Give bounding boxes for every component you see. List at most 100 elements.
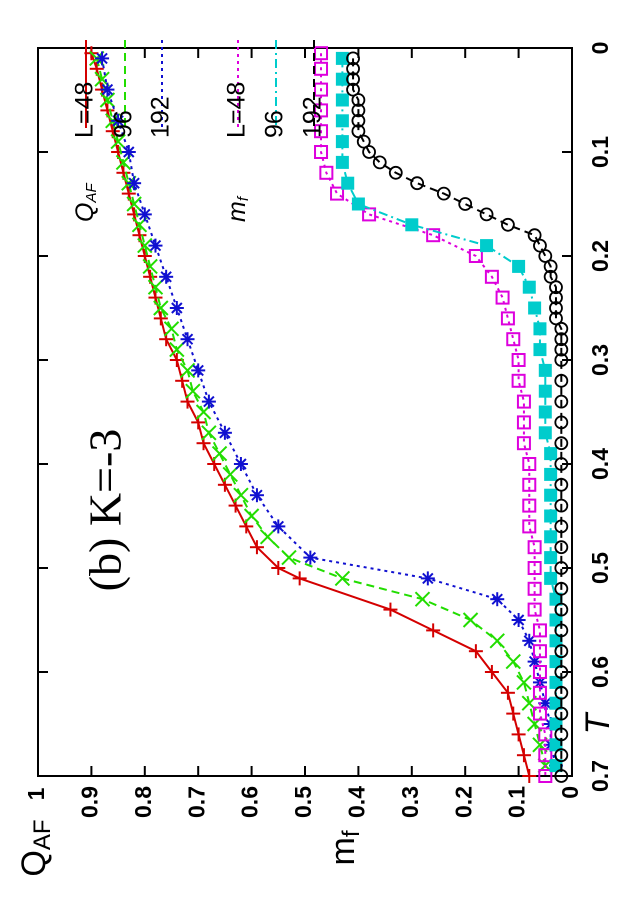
data-point: [554, 685, 569, 700]
y-axis-title-primary-subscript: AF: [29, 819, 56, 850]
data-point: [554, 457, 569, 471]
data-point: [554, 769, 569, 783]
data-point: [549, 311, 563, 326]
data-point: [203, 395, 215, 408]
data-point: [185, 383, 201, 399]
legend-group-symbol: m: [223, 201, 251, 222]
data-point: [532, 706, 547, 721]
y-tick-label: 0.1: [504, 786, 530, 818]
legend-group-subscript: f: [235, 195, 252, 201]
data-point: [533, 238, 547, 253]
data-point: [128, 177, 140, 189]
data-point: [544, 447, 558, 461]
data-point: [335, 72, 349, 86]
axis-labels: (b) K=-3 T QAF mf: [15, 429, 617, 877]
data-point: [101, 83, 114, 96]
data-point: [356, 134, 371, 149]
data-point: [554, 727, 569, 742]
data-point: [410, 176, 425, 191]
data-point: [527, 561, 542, 575]
series-q-af-l48: [84, 46, 537, 783]
data-point: [554, 623, 569, 638]
legend-entry: 96: [261, 110, 289, 138]
y-tick-label: 0.8: [130, 786, 156, 818]
data-point: [422, 572, 434, 585]
data-point: [549, 290, 563, 305]
data-point: [330, 186, 345, 201]
data-point: [522, 498, 537, 513]
data-point: [495, 290, 510, 305]
y-tick-label: 0.3: [397, 786, 423, 818]
data-point: [538, 405, 552, 419]
x-tick-label: 0.7: [587, 760, 613, 792]
data-point: [233, 487, 249, 503]
x-tick-label: 0.4: [587, 448, 613, 480]
data-point: [147, 279, 164, 295]
data-point: [533, 322, 547, 336]
y-axis-title-secondary-subscript: f: [338, 830, 365, 837]
data-point: [468, 249, 483, 263]
data-point: [462, 612, 479, 628]
data-point: [522, 280, 536, 294]
data-point: [522, 477, 537, 492]
y-tick-label: 0.4: [343, 786, 369, 818]
data-point: [532, 644, 547, 659]
data-point: [554, 342, 569, 357]
data-point: [554, 665, 569, 679]
x-tick-label: 0.3: [587, 344, 613, 376]
data-point: [211, 445, 228, 462]
data-point: [163, 321, 180, 337]
data-point: [126, 196, 142, 212]
data-point: [544, 571, 558, 585]
data-point: [153, 300, 169, 316]
data-point: [319, 165, 334, 180]
data-point: [181, 333, 194, 345]
data-point: [532, 685, 547, 700]
data-point: [511, 373, 526, 388]
data-point: [538, 249, 553, 263]
data-point: [554, 644, 569, 659]
y-axis-title-primary-main: Q: [15, 850, 53, 876]
series-m-f-192: [346, 51, 569, 783]
data-point: [554, 581, 569, 596]
data-point: [405, 218, 419, 232]
data-point: [489, 633, 505, 649]
data-point: [314, 124, 329, 139]
data-point: [538, 769, 553, 783]
data-point: [436, 186, 451, 201]
data-point: [506, 332, 521, 347]
x-tick-label: 0.2: [587, 240, 613, 272]
data-point: [171, 302, 183, 314]
data-point: [554, 373, 569, 388]
data-point: [527, 228, 542, 243]
data-point: [139, 208, 151, 221]
data-point: [160, 271, 172, 283]
legend-entry: L=48: [71, 82, 99, 138]
data-point: [314, 82, 329, 97]
series-line: [320, 53, 547, 776]
data-point: [94, 71, 110, 87]
data-point: [341, 176, 355, 190]
series-m-f-l48: [314, 46, 553, 783]
data-point: [544, 509, 558, 523]
data-point: [334, 570, 351, 587]
data-point: [554, 561, 569, 575]
data-point: [543, 269, 558, 284]
data-point: [388, 165, 403, 180]
data-point: [554, 332, 569, 347]
y-tick-label: 0.6: [237, 786, 263, 818]
data-point: [235, 458, 247, 470]
data-point: [201, 425, 217, 441]
data-point: [538, 384, 552, 398]
data-point: [351, 93, 366, 107]
data-point: [314, 61, 329, 76]
data-point: [549, 301, 563, 315]
data-point: [549, 717, 563, 731]
data-point: [335, 114, 349, 128]
legend-group-label: mf: [223, 195, 252, 222]
data-point: [112, 115, 124, 127]
series-q-af-192: [95, 51, 563, 773]
data-point: [149, 239, 162, 252]
data-point: [351, 124, 366, 139]
